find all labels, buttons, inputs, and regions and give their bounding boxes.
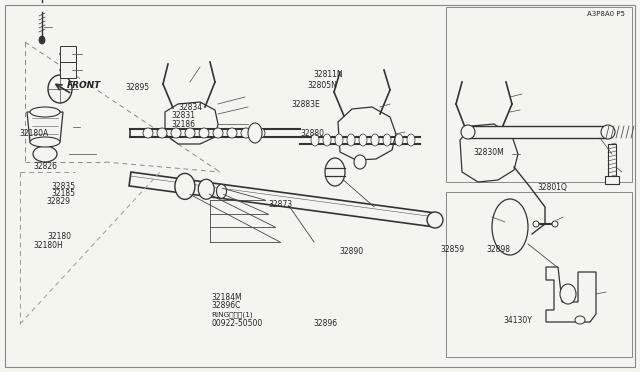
Bar xyxy=(446,7,632,182)
Polygon shape xyxy=(338,107,396,160)
Ellipse shape xyxy=(213,128,223,138)
Text: A3P8A0 P5: A3P8A0 P5 xyxy=(587,11,625,17)
Text: 32180: 32180 xyxy=(47,232,72,241)
Ellipse shape xyxy=(171,128,181,138)
Ellipse shape xyxy=(39,36,45,44)
Text: 32896C: 32896C xyxy=(211,301,241,310)
Text: 32873: 32873 xyxy=(269,200,293,209)
Ellipse shape xyxy=(552,221,558,227)
Ellipse shape xyxy=(533,221,539,227)
Text: 32896: 32896 xyxy=(314,319,338,328)
Text: 32826: 32826 xyxy=(33,162,58,171)
Ellipse shape xyxy=(325,158,345,186)
Ellipse shape xyxy=(427,212,443,228)
Bar xyxy=(605,176,619,184)
Text: RINGリング(1): RINGリング(1) xyxy=(211,311,253,318)
Text: 32184M: 32184M xyxy=(211,293,242,302)
Ellipse shape xyxy=(30,107,60,117)
Polygon shape xyxy=(129,172,436,227)
Bar xyxy=(468,126,608,138)
Text: 32830M: 32830M xyxy=(474,148,504,157)
Ellipse shape xyxy=(199,128,209,138)
Text: 32801Q: 32801Q xyxy=(538,183,568,192)
Ellipse shape xyxy=(185,128,195,138)
Ellipse shape xyxy=(48,75,72,103)
Text: 00922-50500: 00922-50500 xyxy=(211,319,262,328)
Ellipse shape xyxy=(461,125,475,139)
Ellipse shape xyxy=(601,125,615,139)
Bar xyxy=(60,62,76,78)
Text: 32883E: 32883E xyxy=(292,100,321,109)
Text: 32805N: 32805N xyxy=(307,81,337,90)
Bar xyxy=(60,46,76,62)
Ellipse shape xyxy=(311,134,319,146)
Text: 32895: 32895 xyxy=(125,83,150,92)
Text: 32831: 32831 xyxy=(172,111,196,120)
Text: 32180A: 32180A xyxy=(19,129,49,138)
Text: 32829: 32829 xyxy=(46,197,70,206)
Ellipse shape xyxy=(60,50,76,58)
Ellipse shape xyxy=(241,128,251,138)
Ellipse shape xyxy=(323,134,331,146)
Text: 32880: 32880 xyxy=(301,129,324,138)
Ellipse shape xyxy=(359,134,367,146)
Ellipse shape xyxy=(30,137,60,147)
Ellipse shape xyxy=(60,66,76,74)
Text: 32859: 32859 xyxy=(440,245,465,254)
Ellipse shape xyxy=(407,134,415,146)
Ellipse shape xyxy=(255,128,265,138)
Ellipse shape xyxy=(347,134,355,146)
Polygon shape xyxy=(165,102,218,144)
Text: 32180H: 32180H xyxy=(33,241,63,250)
Ellipse shape xyxy=(175,173,195,199)
Ellipse shape xyxy=(575,316,585,324)
Text: 32185: 32185 xyxy=(51,189,76,198)
Polygon shape xyxy=(546,267,596,322)
Text: 32811N: 32811N xyxy=(314,70,343,79)
Ellipse shape xyxy=(143,128,153,138)
Ellipse shape xyxy=(354,155,366,169)
Text: 32186: 32186 xyxy=(172,120,196,129)
Polygon shape xyxy=(460,124,518,182)
Ellipse shape xyxy=(395,134,403,146)
Ellipse shape xyxy=(383,134,391,146)
Ellipse shape xyxy=(216,184,227,198)
Ellipse shape xyxy=(371,134,379,146)
Text: 34130Y: 34130Y xyxy=(503,316,532,325)
Text: 32898: 32898 xyxy=(486,245,510,254)
Ellipse shape xyxy=(157,128,167,138)
Ellipse shape xyxy=(560,284,576,304)
Ellipse shape xyxy=(227,128,237,138)
Bar xyxy=(446,192,632,357)
Polygon shape xyxy=(27,112,63,142)
Text: FRONT: FRONT xyxy=(67,81,102,90)
Ellipse shape xyxy=(33,146,57,162)
Text: 32835: 32835 xyxy=(51,182,76,190)
Text: 32890: 32890 xyxy=(339,247,364,256)
Ellipse shape xyxy=(335,134,343,146)
Bar xyxy=(608,144,616,180)
Ellipse shape xyxy=(198,179,214,199)
Text: 32834: 32834 xyxy=(178,103,202,112)
Ellipse shape xyxy=(248,123,262,143)
